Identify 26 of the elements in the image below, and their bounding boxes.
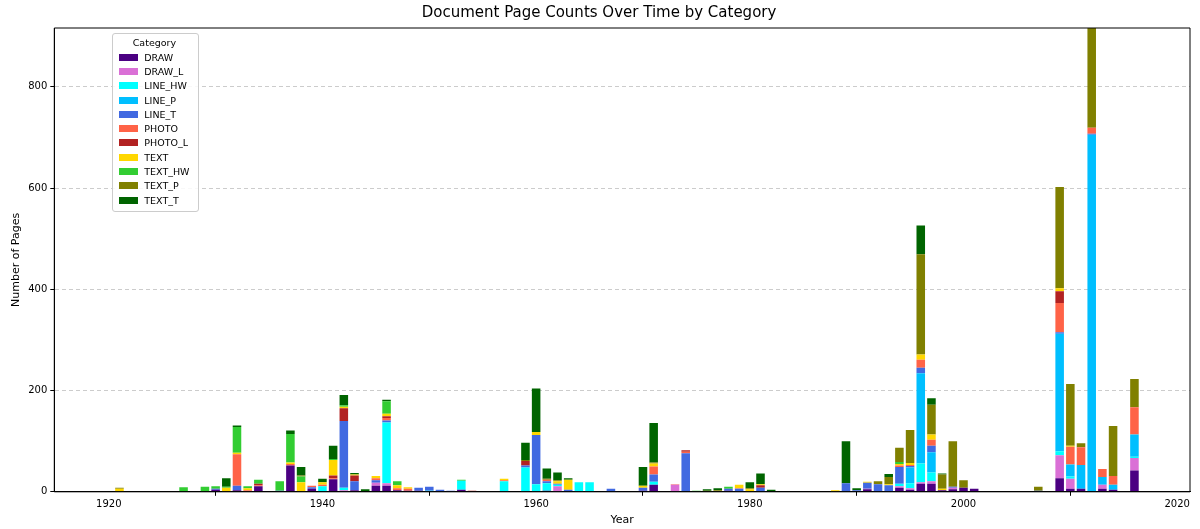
legend-label: PHOTO (144, 123, 178, 135)
legend-label: TEXT_P (144, 180, 179, 192)
x-tick-label: 2020 (1164, 498, 1190, 510)
legend-title: Category (131, 37, 178, 48)
legend-label: TEXT_T (144, 194, 179, 206)
x-tick-label: 2000 (950, 498, 977, 510)
legend-label: LINE_P (144, 94, 176, 106)
x-axis-title: Year (609, 513, 635, 527)
legend-label: LINE_T (144, 108, 177, 120)
y-tick-label: 0 (40, 485, 48, 497)
legend-label: PHOTO_L (144, 137, 188, 149)
x-tick-label: 1980 (737, 498, 763, 510)
x-tick-label: 1920 (96, 498, 122, 510)
legend-label: DRAW_L (144, 65, 184, 77)
y-tick-label: 400 (28, 282, 48, 294)
legend-label: DRAW (144, 51, 174, 63)
legend-label: TEXT (144, 151, 169, 163)
y-tick-label: 800 (28, 80, 48, 92)
y-tick-label: 200 (28, 384, 48, 396)
x-tick-label: 1940 (309, 498, 336, 510)
chart-title: Document Page Counts Over Time by Category (421, 2, 777, 21)
legend-label: LINE_HW (144, 80, 187, 92)
x-tick-label: 1960 (523, 498, 549, 510)
y-tick-label: 600 (28, 181, 48, 193)
y-axis-title: Number of Pages (9, 212, 23, 307)
legend-label: TEXT_HW (144, 166, 190, 178)
